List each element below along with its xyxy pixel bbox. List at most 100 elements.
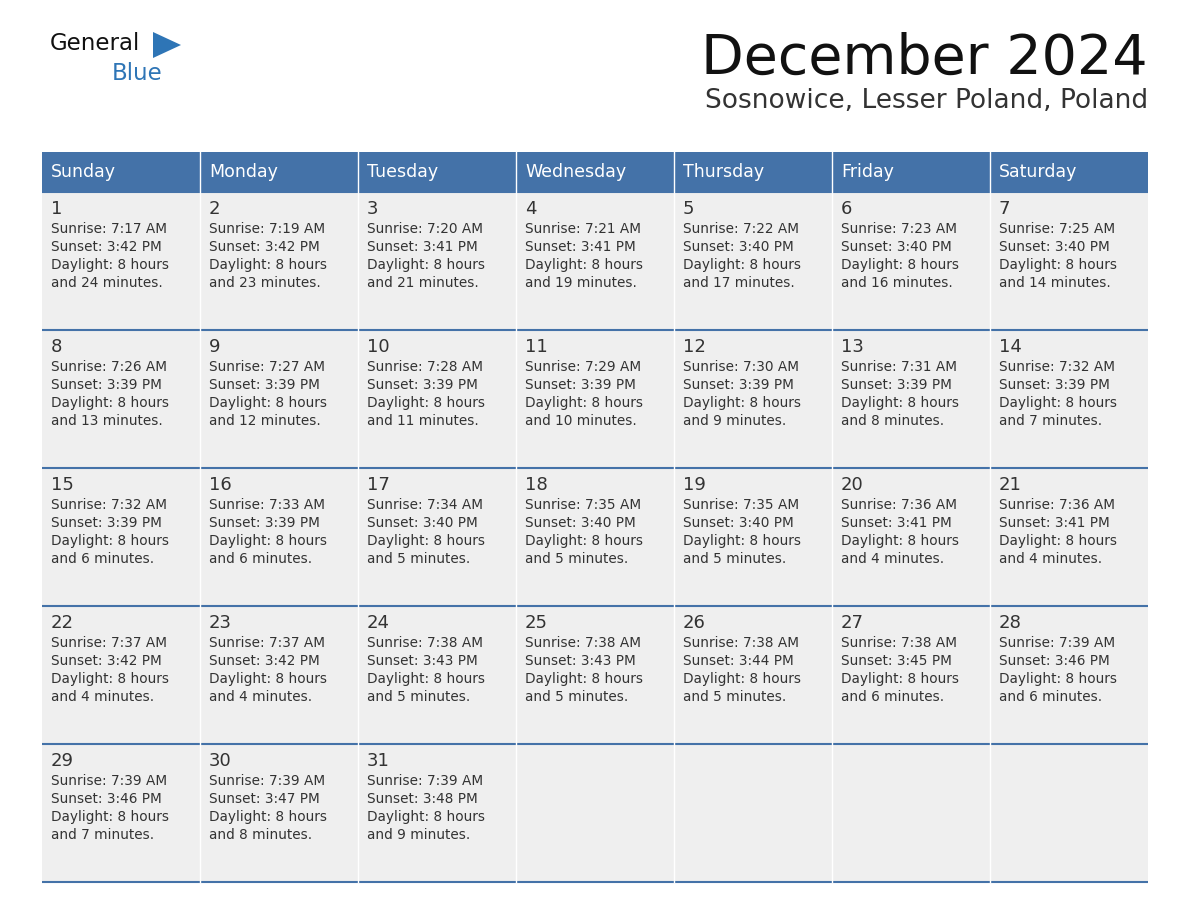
Bar (200, 152, 358, 192)
Bar (516, 744, 674, 882)
Text: Daylight: 8 hours: Daylight: 8 hours (683, 258, 801, 272)
Text: Sunrise: 7:35 AM: Sunrise: 7:35 AM (683, 498, 800, 512)
Text: 3: 3 (367, 200, 379, 218)
Text: Sunrise: 7:30 AM: Sunrise: 7:30 AM (683, 360, 800, 374)
Text: Sunrise: 7:39 AM: Sunrise: 7:39 AM (209, 774, 326, 788)
Text: Daylight: 8 hours: Daylight: 8 hours (841, 672, 959, 686)
Text: and 14 minutes.: and 14 minutes. (999, 276, 1111, 290)
Bar (42, 606, 200, 744)
Bar (516, 152, 674, 192)
Text: Sunrise: 7:34 AM: Sunrise: 7:34 AM (367, 498, 484, 512)
Text: Sunset: 3:41 PM: Sunset: 3:41 PM (841, 516, 952, 530)
Text: Sunrise: 7:38 AM: Sunrise: 7:38 AM (683, 636, 800, 650)
Text: Sunset: 3:39 PM: Sunset: 3:39 PM (999, 378, 1110, 392)
Text: 23: 23 (209, 614, 232, 632)
Bar (674, 152, 832, 192)
Bar (832, 192, 990, 330)
Text: Daylight: 8 hours: Daylight: 8 hours (525, 396, 643, 410)
Text: Daylight: 8 hours: Daylight: 8 hours (209, 534, 327, 548)
Text: Sunset: 3:47 PM: Sunset: 3:47 PM (209, 792, 320, 806)
Text: 16: 16 (209, 476, 232, 494)
Text: Daylight: 8 hours: Daylight: 8 hours (51, 258, 169, 272)
Text: Sunrise: 7:19 AM: Sunrise: 7:19 AM (209, 222, 326, 236)
Text: Sunrise: 7:36 AM: Sunrise: 7:36 AM (999, 498, 1116, 512)
Text: Saturday: Saturday (999, 163, 1078, 181)
Text: Sunset: 3:40 PM: Sunset: 3:40 PM (999, 240, 1110, 254)
Text: and 9 minutes.: and 9 minutes. (367, 828, 470, 842)
Text: and 9 minutes.: and 9 minutes. (683, 414, 786, 428)
Text: Sunset: 3:46 PM: Sunset: 3:46 PM (51, 792, 162, 806)
Text: and 4 minutes.: and 4 minutes. (209, 690, 312, 704)
Text: and 10 minutes.: and 10 minutes. (525, 414, 637, 428)
Text: Sunrise: 7:39 AM: Sunrise: 7:39 AM (999, 636, 1116, 650)
Text: and 6 minutes.: and 6 minutes. (841, 690, 944, 704)
Text: Sunrise: 7:38 AM: Sunrise: 7:38 AM (525, 636, 642, 650)
Text: Sunrise: 7:37 AM: Sunrise: 7:37 AM (209, 636, 326, 650)
Bar (990, 192, 1148, 330)
Text: Sunset: 3:39 PM: Sunset: 3:39 PM (51, 378, 162, 392)
Text: Sunset: 3:43 PM: Sunset: 3:43 PM (525, 654, 636, 668)
Text: and 4 minutes.: and 4 minutes. (841, 552, 944, 566)
Text: 20: 20 (841, 476, 864, 494)
Bar (832, 152, 990, 192)
Text: Daylight: 8 hours: Daylight: 8 hours (209, 258, 327, 272)
Bar (516, 606, 674, 744)
Text: Daylight: 8 hours: Daylight: 8 hours (367, 258, 485, 272)
Text: Friday: Friday (841, 163, 893, 181)
Text: Sunset: 3:39 PM: Sunset: 3:39 PM (841, 378, 952, 392)
Bar (358, 606, 516, 744)
Text: and 6 minutes.: and 6 minutes. (51, 552, 154, 566)
Text: Sunrise: 7:31 AM: Sunrise: 7:31 AM (841, 360, 958, 374)
Text: and 5 minutes.: and 5 minutes. (683, 552, 786, 566)
Bar (358, 192, 516, 330)
Text: 27: 27 (841, 614, 864, 632)
Text: Sunset: 3:41 PM: Sunset: 3:41 PM (367, 240, 478, 254)
Text: Sunrise: 7:25 AM: Sunrise: 7:25 AM (999, 222, 1116, 236)
Text: Daylight: 8 hours: Daylight: 8 hours (841, 258, 959, 272)
Text: and 5 minutes.: and 5 minutes. (525, 690, 628, 704)
Bar (200, 744, 358, 882)
Bar (358, 744, 516, 882)
Text: and 13 minutes.: and 13 minutes. (51, 414, 163, 428)
Bar (516, 192, 674, 330)
Text: Sunrise: 7:38 AM: Sunrise: 7:38 AM (841, 636, 958, 650)
Bar (42, 330, 200, 468)
Text: Sunset: 3:40 PM: Sunset: 3:40 PM (367, 516, 478, 530)
Text: Sunset: 3:41 PM: Sunset: 3:41 PM (999, 516, 1110, 530)
Text: 5: 5 (683, 200, 695, 218)
Text: 2: 2 (209, 200, 221, 218)
Text: Tuesday: Tuesday (367, 163, 438, 181)
Text: Daylight: 8 hours: Daylight: 8 hours (367, 810, 485, 824)
Text: 30: 30 (209, 752, 232, 770)
Text: Sunrise: 7:20 AM: Sunrise: 7:20 AM (367, 222, 484, 236)
Text: 7: 7 (999, 200, 1011, 218)
Bar (358, 330, 516, 468)
Text: Sunset: 3:41 PM: Sunset: 3:41 PM (525, 240, 636, 254)
Text: Sunrise: 7:33 AM: Sunrise: 7:33 AM (209, 498, 326, 512)
Text: Sunrise: 7:32 AM: Sunrise: 7:32 AM (51, 498, 168, 512)
Text: Daylight: 8 hours: Daylight: 8 hours (525, 534, 643, 548)
Text: and 19 minutes.: and 19 minutes. (525, 276, 637, 290)
Text: 8: 8 (51, 338, 63, 356)
Text: Sunday: Sunday (51, 163, 116, 181)
Text: Daylight: 8 hours: Daylight: 8 hours (683, 672, 801, 686)
Bar (832, 468, 990, 606)
Text: 11: 11 (525, 338, 548, 356)
Text: Daylight: 8 hours: Daylight: 8 hours (683, 396, 801, 410)
Bar (42, 744, 200, 882)
Text: and 4 minutes.: and 4 minutes. (999, 552, 1102, 566)
Text: Sunset: 3:42 PM: Sunset: 3:42 PM (51, 654, 162, 668)
Text: and 11 minutes.: and 11 minutes. (367, 414, 479, 428)
Text: Sunrise: 7:26 AM: Sunrise: 7:26 AM (51, 360, 168, 374)
Text: Sunset: 3:44 PM: Sunset: 3:44 PM (683, 654, 794, 668)
Bar (674, 606, 832, 744)
Text: 4: 4 (525, 200, 537, 218)
Bar (42, 152, 200, 192)
Bar (42, 192, 200, 330)
Bar (42, 468, 200, 606)
Text: Daylight: 8 hours: Daylight: 8 hours (999, 534, 1117, 548)
Bar (200, 606, 358, 744)
Bar (832, 606, 990, 744)
Text: 31: 31 (367, 752, 390, 770)
Bar (516, 330, 674, 468)
